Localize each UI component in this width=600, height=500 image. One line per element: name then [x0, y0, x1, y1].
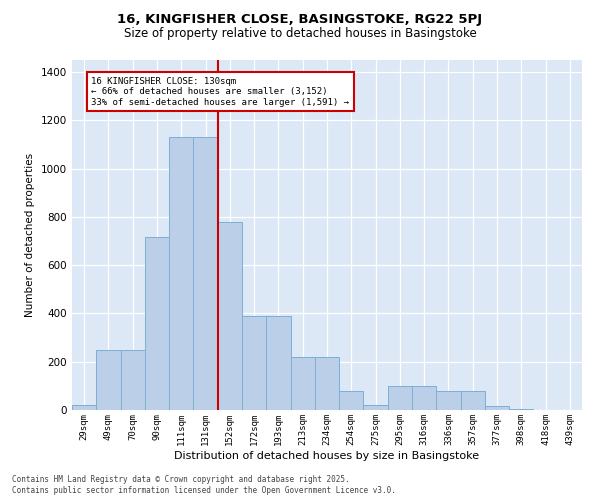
Text: Contains HM Land Registry data © Crown copyright and database right 2025.: Contains HM Land Registry data © Crown c…	[12, 475, 350, 484]
Bar	[436, 391, 461, 410]
Bar	[485, 406, 509, 410]
Bar	[364, 405, 388, 410]
Bar	[339, 391, 364, 410]
Y-axis label: Number of detached properties: Number of detached properties	[25, 153, 35, 317]
Bar	[290, 357, 315, 410]
Bar	[193, 137, 218, 410]
Bar	[121, 350, 145, 410]
Text: Size of property relative to detached houses in Basingstoke: Size of property relative to detached ho…	[124, 28, 476, 40]
Bar	[315, 357, 339, 410]
Bar	[218, 222, 242, 410]
Bar	[412, 386, 436, 410]
X-axis label: Distribution of detached houses by size in Basingstoke: Distribution of detached houses by size …	[175, 450, 479, 460]
Bar	[96, 350, 121, 410]
Bar	[509, 409, 533, 410]
Text: 16 KINGFISHER CLOSE: 130sqm
← 66% of detached houses are smaller (3,152)
33% of : 16 KINGFISHER CLOSE: 130sqm ← 66% of det…	[91, 77, 349, 106]
Bar	[266, 316, 290, 410]
Bar	[461, 391, 485, 410]
Bar	[169, 137, 193, 410]
Bar	[145, 236, 169, 410]
Bar	[242, 316, 266, 410]
Text: Contains public sector information licensed under the Open Government Licence v3: Contains public sector information licen…	[12, 486, 396, 495]
Bar	[388, 386, 412, 410]
Bar	[72, 405, 96, 410]
Text: 16, KINGFISHER CLOSE, BASINGSTOKE, RG22 5PJ: 16, KINGFISHER CLOSE, BASINGSTOKE, RG22 …	[118, 12, 482, 26]
